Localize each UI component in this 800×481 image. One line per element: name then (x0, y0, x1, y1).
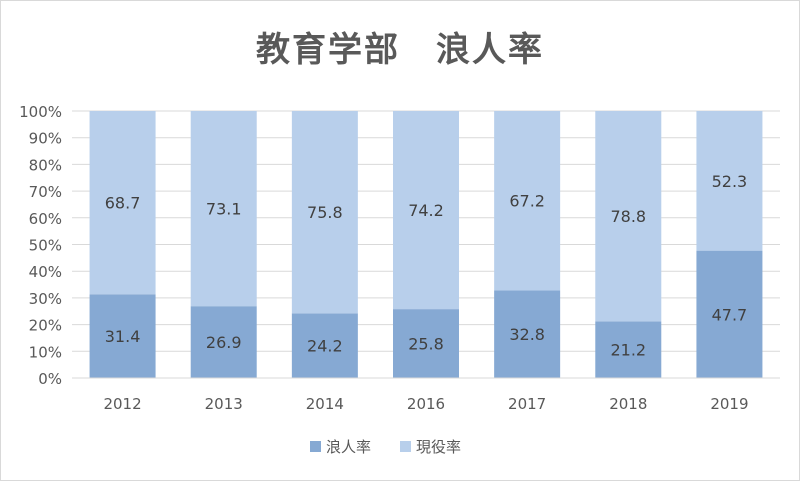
bar-segment (190, 111, 257, 307)
x-tick-label: 2016 (407, 395, 445, 413)
legend-swatch (310, 441, 321, 452)
y-tick-label: 90% (29, 130, 62, 148)
bar-segment (696, 250, 763, 378)
legend: 浪人率 現役率 (310, 438, 461, 456)
legend-swatch (400, 441, 411, 452)
x-tick-label: 2019 (710, 395, 748, 413)
y-tick-label: 50% (29, 237, 62, 255)
data-label: 52.3 (712, 172, 748, 191)
bar-segment (595, 321, 662, 378)
y-tick-label: 40% (29, 263, 62, 281)
bars (89, 111, 763, 378)
x-tick-label: 2018 (609, 395, 647, 413)
bar-segment (494, 290, 561, 378)
legend-label: 現役率 (416, 438, 461, 456)
x-tick-label: 2014 (306, 395, 344, 413)
legend-label: 浪人率 (326, 438, 371, 456)
bar-segment (393, 309, 459, 378)
bar-segment (494, 111, 561, 291)
data-label: 32.8 (509, 325, 545, 344)
bar-segment (291, 313, 358, 378)
y-tick-label: 100% (19, 103, 62, 121)
bar-segment (190, 306, 257, 378)
y-tick-label: 0% (38, 370, 62, 388)
y-tick-label: 80% (29, 156, 62, 174)
data-label: 47.7 (712, 305, 748, 324)
axes: 0% 10% 20% 30% 40% 50% 60% 70% 80% 90% 100% 2012 201… (19, 103, 780, 413)
data-labels: 31.4 68.7 26.9 73.1 24.2 75.8 25.8 74.2 32.8 67.2… (105, 172, 747, 360)
x-tick-label: 2012 (103, 395, 141, 413)
data-label: 75.8 (307, 203, 343, 222)
data-label: 21.2 (610, 341, 646, 360)
chart-title: 教育学部 浪人率 (256, 30, 544, 70)
data-label: 24.2 (307, 337, 343, 356)
data-label: 26.9 (206, 333, 242, 352)
y-tick-label: 20% (29, 317, 62, 335)
data-label: 73.1 (206, 200, 242, 219)
bar-segment (89, 111, 156, 295)
y-tick-label: 10% (29, 343, 62, 361)
data-label: 31.4 (105, 327, 141, 346)
x-tick-label: 2013 (205, 395, 243, 413)
data-label: 67.2 (509, 192, 545, 211)
bar-segment (393, 111, 459, 310)
data-label: 68.7 (105, 194, 141, 213)
data-label: 74.2 (408, 201, 444, 220)
y-tick-label: 60% (29, 210, 62, 228)
y-tick-label: 30% (29, 290, 62, 308)
y-tick-label: 70% (29, 183, 62, 201)
bar-segment (291, 111, 358, 314)
bar-segment (89, 294, 156, 378)
bar-segment (595, 111, 662, 322)
data-label: 78.8 (610, 207, 646, 226)
x-tick-label: 2017 (508, 395, 546, 413)
data-label: 25.8 (408, 335, 444, 354)
bar-segment (696, 111, 763, 251)
